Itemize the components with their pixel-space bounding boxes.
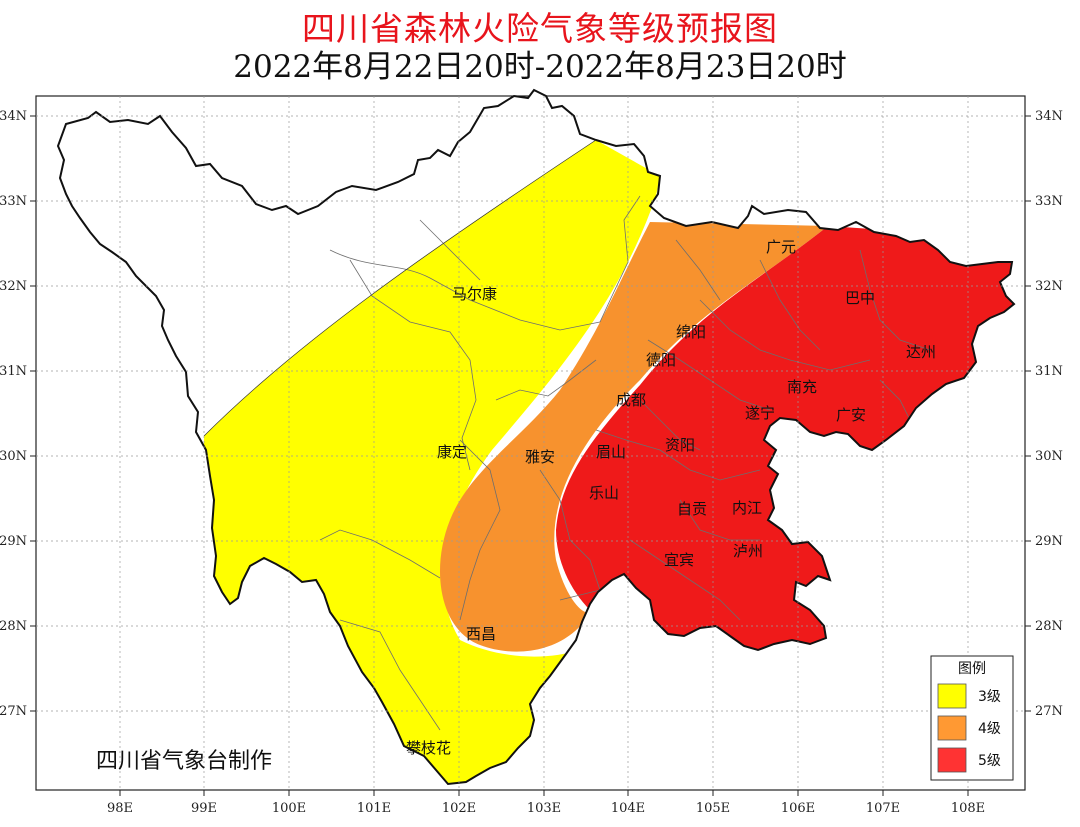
city-label-kangding: 康定	[437, 443, 467, 461]
x-tick-label: 104E	[611, 801, 645, 816]
zone-level-4	[440, 222, 828, 652]
credit-text: 四川省气象台制作	[96, 749, 272, 774]
y-tick-label: 28N	[0, 619, 27, 634]
x-tick-label: 102E	[442, 801, 476, 816]
legend-label: 4级	[978, 721, 1001, 737]
y-tick-label: 34N	[0, 109, 27, 124]
city-label-maerkang: 马尔康	[452, 285, 497, 303]
city-label-guangyuan: 广元	[766, 238, 796, 256]
legend-swatch-level-3	[937, 683, 967, 709]
city-label-luzhou: 泸州	[733, 542, 763, 560]
y-tick-label: 31N	[0, 364, 27, 379]
x-axis-labels: 98E 99E 100E 101E 102E 103E 104E 105E 10…	[107, 801, 985, 816]
y-tick-label: 33N	[1035, 194, 1063, 209]
y-axis-labels-right: 34N 33N 32N 31N 30N 29N 28N 27N	[1035, 109, 1063, 719]
city-label-bazhong: 巴中	[845, 289, 875, 307]
x-tick-label: 105E	[696, 801, 730, 816]
city-label-guangan: 广安	[836, 406, 866, 424]
y-tick-label: 30N	[0, 449, 27, 464]
city-label-panzhihua: 攀枝花	[406, 739, 451, 757]
y-tick-label: 32N	[0, 279, 27, 294]
y-tick-label: 30N	[1035, 449, 1063, 464]
y-tick-label: 34N	[1035, 109, 1063, 124]
city-label-suining: 遂宁	[745, 404, 775, 422]
zone-edges	[203, 139, 597, 437]
tick-marks	[30, 115, 1031, 796]
y-tick-label: 31N	[1035, 364, 1063, 379]
city-label-deyang: 德阳	[646, 351, 676, 369]
legend-title: 图例	[958, 661, 986, 677]
y-tick-label: 27N	[0, 704, 27, 719]
y-tick-label: 33N	[0, 194, 27, 209]
x-tick-label: 98E	[107, 801, 133, 816]
city-label-yibin: 宜宾	[664, 551, 694, 569]
city-label-zigong: 自贡	[677, 500, 707, 518]
city-label-xichang: 西昌	[466, 625, 496, 643]
y-axis-labels-left: 34N 33N 32N 31N 30N 29N 28N 27N	[0, 109, 27, 719]
y-tick-label: 28N	[1035, 619, 1063, 634]
x-tick-label: 103E	[527, 801, 561, 816]
city-label-chengdu: 成都	[616, 391, 646, 409]
map-subtitle: 2022年8月22日20时-2022年8月23日20时	[233, 49, 847, 85]
map-title: 四川省森林火险气象等级预报图	[302, 9, 778, 48]
legend-label: 5级	[978, 753, 1001, 769]
city-label-yaan: 雅安	[525, 448, 555, 466]
legend: 图例 3级 4级 5级	[930, 655, 1014, 781]
x-tick-label: 108E	[951, 801, 985, 816]
legend-label: 3级	[978, 689, 1001, 705]
city-label-mianyang: 绵阳	[676, 323, 706, 341]
x-tick-label: 99E	[191, 801, 217, 816]
legend-swatch-level-4	[937, 715, 967, 741]
city-label-ziyang: 资阳	[665, 436, 695, 454]
y-tick-label: 32N	[1035, 279, 1063, 294]
x-tick-label: 106E	[781, 801, 815, 816]
city-label-leshan: 乐山	[589, 484, 619, 502]
graticule	[36, 96, 1025, 790]
city-label-meishan: 眉山	[596, 443, 626, 461]
city-label-neijiang: 内江	[732, 499, 762, 517]
legend-swatch-level-5	[937, 747, 967, 773]
city-label-dazhou: 达州	[906, 343, 936, 361]
city-label-nanchong: 南充	[787, 378, 817, 396]
y-tick-label: 29N	[0, 534, 27, 549]
x-tick-label: 101E	[357, 801, 391, 816]
y-tick-label: 27N	[1035, 704, 1063, 719]
city-labels: 马尔康 广元 巴中 绵阳 德阳 达州 南充 成都 遂宁 广安 康定 雅安 眉山 …	[406, 238, 936, 757]
y-tick-label: 29N	[1035, 534, 1063, 549]
x-tick-label: 107E	[866, 801, 900, 816]
x-tick-label: 100E	[272, 801, 306, 816]
